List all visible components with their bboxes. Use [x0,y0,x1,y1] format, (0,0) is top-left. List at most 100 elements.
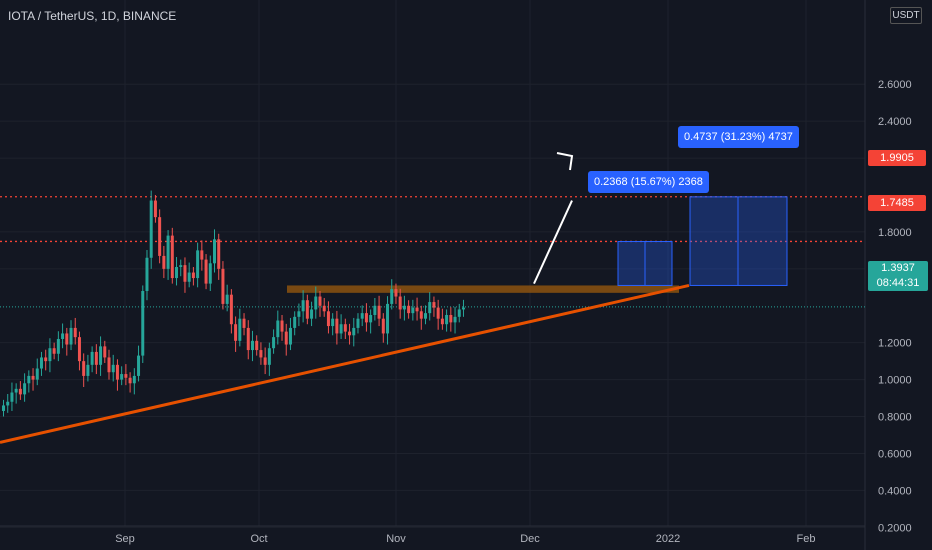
measure-small-label[interactable]: 0.2368 (15.67%) 2368 [588,171,709,193]
last-price: 1.3937 [881,262,915,274]
measure-tools [617,196,788,286]
candle-body [217,239,221,269]
candle-body [305,300,309,319]
level-high-tag: 1.9905 [868,150,926,166]
candle-body [149,200,153,258]
candle-body [128,377,132,384]
candle-body [132,375,136,384]
measure-large-label[interactable]: 0.4737 (31.23%) 4737 [678,126,799,148]
y-tick-label: 1.8000 [878,227,912,239]
candle-body [246,327,250,351]
candle-body [432,302,436,308]
candle-body [86,364,90,376]
x-tick-label: Dec [520,533,540,545]
candle-body [415,307,419,312]
candle-body [99,346,103,365]
candle-body [18,388,22,395]
candle-body [48,348,52,362]
candle-body [27,375,31,384]
candle-body [196,250,200,279]
candle-body [436,307,440,319]
candle-body [419,311,423,319]
candle-body [352,327,356,336]
candle-body [162,255,166,269]
y-tick-label: 0.4000 [878,485,912,497]
y-tick-label: 0.2000 [878,522,912,534]
candle-body [331,318,335,327]
candle-body [103,346,107,358]
candle-body [238,318,242,341]
candle-body [6,401,10,406]
candle-body [115,364,119,380]
candle-body [187,272,191,282]
candle-body [170,235,174,279]
candle-body [77,337,81,362]
candle-body [356,318,360,328]
candle-body [453,316,457,323]
y-tick-label: 2.4000 [878,116,912,128]
candle-body [23,383,27,395]
candle-body [82,361,86,376]
projection-arrow [533,200,573,285]
candle-body [124,374,128,378]
last-price-badge: 1.3937 08:44:31 [868,261,928,291]
bar-countdown: 08:44:31 [876,277,920,289]
candle-body [175,266,179,279]
candle-body [339,324,343,334]
candle-body [276,320,280,338]
candle-body [326,311,330,327]
candle-body [14,388,18,393]
y-tick-label: 1.2000 [878,338,912,350]
candle-body [310,309,314,319]
x-tick-label: Feb [797,533,816,545]
candle-body [381,318,385,334]
candle-body [94,351,98,365]
candle-body [394,289,398,297]
candle-body [221,268,225,304]
x-tick-label: Nov [386,533,406,545]
candle-body [234,324,238,341]
candle-body [145,257,149,291]
candle-body [2,405,5,411]
candle-body [428,302,432,314]
candle-body [322,305,326,312]
candle-body [153,200,157,218]
symbol-header[interactable]: IOTA / TetherUS, 1D, BINANCE [8,9,177,23]
candle-body [111,364,115,373]
candles [2,190,465,417]
projection-arrow-head [556,152,574,171]
resistance-zone [287,285,679,293]
candle-body [52,348,56,354]
candle-body [445,314,449,325]
candle-body [44,357,48,362]
candle-body [390,289,394,304]
candle-body [229,294,233,325]
currency-unit-button[interactable]: USDT [890,7,922,24]
support-trendline [0,283,690,444]
y-tick-label: 0.8000 [878,412,912,424]
candle-body [440,318,444,325]
candle-body [204,259,208,284]
candle-body [250,340,254,351]
candle-body [411,307,415,314]
candle-body [373,305,377,315]
candle-body [158,217,162,256]
candle-body [208,263,212,284]
level-mid-tag: 1.7485 [868,195,926,211]
candle-body [39,357,43,369]
candle-body [179,265,183,267]
candle-body [449,314,453,323]
y-tick-label: 1.0000 [878,375,912,387]
candle-body [141,290,145,356]
candle-body [259,350,263,358]
candle-body [137,355,141,376]
candle-body [107,357,111,373]
candle-body [402,305,406,310]
candle-body [191,272,195,279]
candle-body [424,313,427,319]
candle-body [65,333,69,345]
candle-body [272,337,276,349]
candle-body [293,316,297,328]
